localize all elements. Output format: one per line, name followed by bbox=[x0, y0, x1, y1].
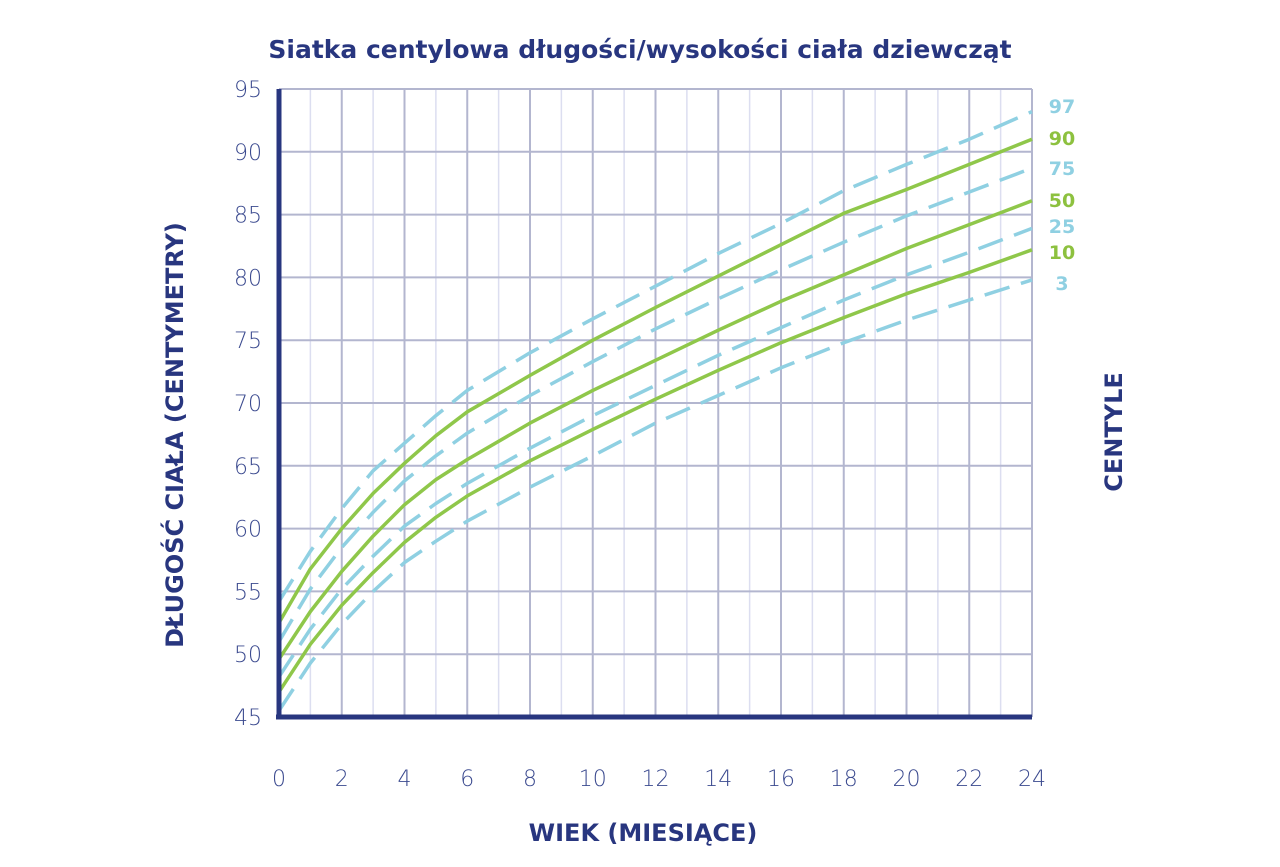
centile-label-97: 97 bbox=[1049, 96, 1075, 118]
series-line-97 bbox=[277, 109, 1033, 603]
y-tick-label: 80 bbox=[234, 266, 262, 291]
x-tick-label: 18 bbox=[830, 767, 858, 792]
y-tick-label: 70 bbox=[234, 392, 262, 417]
y-tick-label: 50 bbox=[234, 643, 262, 668]
series-line-75 bbox=[277, 166, 1033, 643]
x-tick-label: 24 bbox=[1018, 767, 1046, 792]
centile-label-25: 25 bbox=[1049, 216, 1075, 238]
x-tick-label: 6 bbox=[460, 767, 474, 792]
y-axis-title: DŁUGOŚĆ CIAŁA (CENTYMETRY) bbox=[159, 222, 189, 648]
y-tick-label: 90 bbox=[234, 141, 262, 166]
x-tick-label: 8 bbox=[523, 767, 537, 792]
y-tick-labels: 45 50 55 60 65 70 75 80 85 90 95 bbox=[234, 78, 262, 731]
x-tick-label: 10 bbox=[579, 767, 607, 792]
centile-label-3: 3 bbox=[1055, 273, 1068, 295]
series-line-50 bbox=[277, 199, 1033, 661]
series-line-25 bbox=[277, 226, 1033, 678]
y-tick-label: 60 bbox=[234, 518, 262, 543]
centile-label-10: 10 bbox=[1049, 242, 1075, 264]
centile-labels: 97 90 75 50 25 10 3 bbox=[1049, 96, 1075, 295]
centile-label-90: 90 bbox=[1049, 128, 1075, 150]
series-line-10 bbox=[277, 248, 1033, 693]
x-tick-label: 22 bbox=[955, 767, 983, 792]
centile-label-50: 50 bbox=[1049, 190, 1075, 212]
x-tick-label: 20 bbox=[893, 767, 921, 792]
chart-title: Siatka centylowa długości/wysokości ciał… bbox=[268, 35, 1011, 64]
x-tick-label: 12 bbox=[642, 767, 670, 792]
legend-title: CENTYLE bbox=[1100, 372, 1128, 492]
x-tick-label: 14 bbox=[704, 767, 732, 792]
x-tick-label: 2 bbox=[335, 767, 349, 792]
x-tick-labels: 0 2 4 6 8 10 12 14 16 18 20 22 24 bbox=[272, 767, 1046, 792]
x-tick-label: 4 bbox=[398, 767, 412, 792]
x-tick-label: 0 bbox=[272, 767, 286, 792]
series-line-90 bbox=[277, 137, 1033, 624]
series-line-3 bbox=[277, 278, 1033, 712]
y-tick-label: 55 bbox=[234, 580, 262, 605]
grid bbox=[279, 88, 1033, 717]
x-tick-label: 16 bbox=[767, 767, 795, 792]
y-tick-label: 75 bbox=[234, 329, 262, 354]
axes bbox=[276, 89, 1032, 720]
y-tick-label: 85 bbox=[234, 204, 262, 229]
y-tick-label: 65 bbox=[234, 455, 262, 480]
centile-label-75: 75 bbox=[1049, 158, 1075, 180]
x-axis-title: WIEK (MIESIĄCE) bbox=[529, 819, 758, 847]
y-tick-label: 45 bbox=[234, 706, 262, 731]
y-tick-label: 95 bbox=[234, 78, 262, 103]
series-lines bbox=[277, 109, 1033, 712]
